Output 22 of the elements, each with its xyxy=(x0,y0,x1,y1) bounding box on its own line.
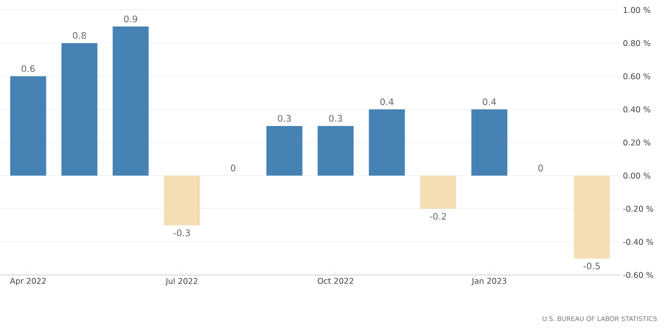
bar xyxy=(574,176,610,258)
data-label: 0.4 xyxy=(482,98,496,106)
bar xyxy=(164,176,200,226)
data-label: 0 xyxy=(538,164,543,172)
data-label: 0.3 xyxy=(278,114,291,122)
bar xyxy=(112,26,149,176)
bar xyxy=(420,176,456,209)
bar xyxy=(61,43,98,176)
bar xyxy=(318,126,354,176)
data-label: 0.6 xyxy=(22,65,35,72)
data-label: -0.2 xyxy=(430,212,446,220)
data-label: 0.8 xyxy=(72,32,86,39)
data-label: 0.9 xyxy=(124,16,138,22)
data-label: 0.3 xyxy=(329,114,342,122)
data-label: -0.5 xyxy=(584,262,600,270)
data-label: -0.3 xyxy=(174,230,190,236)
bar xyxy=(368,109,405,176)
data-label: 0 xyxy=(230,164,236,172)
bar xyxy=(10,76,46,176)
bar xyxy=(266,126,302,176)
data-label: 0.4 xyxy=(380,98,394,106)
bar xyxy=(471,109,508,176)
